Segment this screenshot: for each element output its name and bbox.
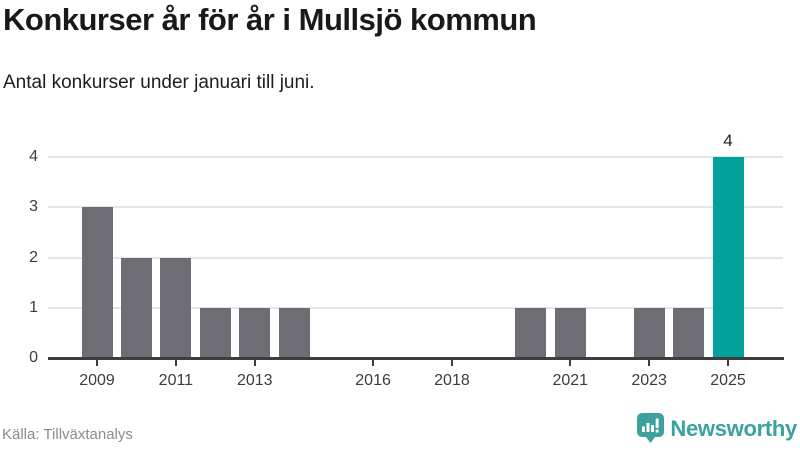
gridline-4 [48,156,783,158]
bar-2013 [239,307,271,358]
newsworthy-logo-icon [637,413,665,443]
bar-2025 [712,157,744,358]
x-tick-label-2013: 2013 [236,372,273,389]
y-tick-label-0: 0 [29,349,38,366]
bar-2014 [278,307,310,358]
brand-name: Newsworthy [670,415,797,441]
x-tick-label-2018: 2018 [434,372,470,389]
x-tick-label-2021: 2021 [552,372,589,389]
x-tick-label-2016: 2016 [355,372,391,389]
x-tick-mark-2021 [569,360,572,366]
bar-2024 [673,307,705,358]
x-tick-mark-2011 [174,360,177,366]
gridline-2 [48,256,783,259]
bar-2009 [81,207,113,358]
x-tick-label-2011: 2011 [158,372,194,389]
x-tick-label-2009: 2009 [79,372,115,389]
x-tick-mark-2013 [253,360,256,366]
bar-2023 [633,307,665,358]
chart-title: Konkurser år för år i Mullsjö kommun [3,2,537,37]
bar-2010 [120,257,152,358]
bar-2021 [554,307,586,358]
x-axis-line [48,357,784,360]
gridline-3 [48,206,783,209]
bar-2011 [160,257,192,358]
source-label: Källa: Tillväxtanalys [2,426,133,443]
x-tick-mark-2016 [372,360,375,366]
x-tick-label-2023: 2023 [631,372,667,389]
x-tick-mark-2009 [96,360,98,366]
x-tick-label-2025: 2025 [710,372,746,389]
y-tick-label-4: 4 [29,148,38,165]
chart-subtitle: Antal konkurser under januari till juni. [3,72,315,93]
newsworthy-logo: Newsworthy [637,413,797,444]
y-tick-label-3: 3 [29,198,38,216]
bar-chart: 0 1 2 3 4 2009 2011 2013 2016 2018 2021 2023 2025 4 [0,120,800,400]
x-tick-mark-2018 [450,360,453,366]
gridline-1 [48,306,783,309]
y-tick-label-2: 2 [29,248,38,266]
bar-2020 [515,307,547,358]
bar-2012 [199,307,231,358]
bar-value-label-2025: 4 [723,131,733,150]
y-tick-label-1: 1 [29,298,38,316]
x-tick-mark-2023 [648,360,651,366]
x-tick-mark-2025 [727,360,729,366]
